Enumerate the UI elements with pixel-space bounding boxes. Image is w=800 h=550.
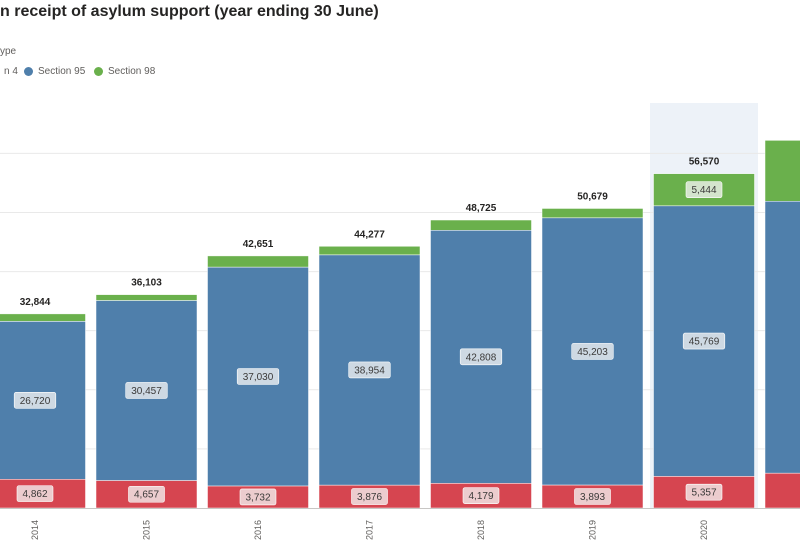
x-tick-2020: 2020 [699,520,709,540]
legend-item-section-95[interactable]: Section 95 [24,66,85,77]
data-label-2015-series-2-box [125,382,168,399]
data-label-2020-series-3: 5,444 [691,185,716,196]
data-label-2015-series-2: 30,457 [131,386,162,397]
bar-2019-series-3 [541,208,644,219]
legend: ype n 4 Section 95 Section 98 [0,40,200,80]
legend-title: ype [0,46,17,57]
x-tick-2016: 2016 [253,520,263,540]
legend-label-section-95: Section 95 [38,66,86,77]
data-label-2015-series-1-box [128,485,165,503]
x-tick-2017: 2017 [365,520,375,540]
x-tick-2018: 2018 [476,520,486,540]
bar-2017-series-3 [318,246,421,256]
total-label-2017: 44,277 [354,229,385,240]
bar-2015-series-3 [95,294,198,301]
total-label-2019: 50,679 [577,191,608,202]
bar-2014-series-3 [0,313,86,322]
data-label-2016-series-2: 37,030 [243,372,274,383]
legend-swatch-section-98 [94,67,103,76]
total-label-2014: 32,844 [20,297,51,308]
bar-2021-series-2 [764,200,800,474]
bar-2018-series-3 [430,219,532,231]
data-label-2014-series-1: 4,862 [22,489,47,500]
data-label-2020-series-1-box [685,483,723,501]
total-label-2016: 42,651 [243,239,274,250]
data-label-2014-series-2: 26,720 [20,396,51,407]
data-label-2019-series-2-box [571,343,614,360]
data-label-2020-series-2: 45,769 [689,337,720,348]
data-label-2020-series-2-box [682,332,726,350]
data-label-2016-series-2-box [236,368,280,385]
data-label-2018-series-1-box [462,487,500,504]
data-label-2017-series-1-box [351,488,388,505]
chart-title: n receipt of asylum support (year ending… [0,3,379,20]
legend-label-section-98: Section 98 [108,66,156,77]
legend-item-section-98[interactable]: Section 98 [94,66,155,77]
data-label-2019-series-1: 3,893 [580,492,605,503]
legend-swatch-section-95 [24,67,33,76]
data-label-2016-series-1: 3,732 [245,492,270,503]
bar-2016-series-3 [207,255,309,268]
data-label-2016-series-1-box [239,488,277,506]
data-label-2019-series-2: 45,203 [577,347,608,358]
data-label-2014-series-1-box [16,485,54,502]
bar-2021-series-3 [764,140,800,202]
x-tick-2019: 2019 [588,520,598,540]
data-label-2019-series-1-box [574,488,611,505]
legend-label-series-1: n 4 [4,66,18,77]
data-label-2020-series-3-box [685,181,723,199]
data-label-2017-series-1: 3,876 [357,492,382,503]
x-tick-2015: 2015 [142,520,152,540]
data-label-2017-series-2: 38,954 [354,365,385,376]
data-label-2018-series-1: 4,179 [468,491,493,502]
total-label-2018: 48,725 [466,203,497,214]
total-label-2020: 56,570 [689,157,720,168]
data-label-2018-series-2-box [459,348,503,366]
data-label-2014-series-2-box [13,391,57,409]
x-tick-2014: 2014 [30,520,40,540]
data-label-2015-series-1: 4,657 [134,490,159,501]
data-label-2020-series-1: 5,357 [691,488,716,499]
legend-item-series-1[interactable]: n 4 [0,66,18,77]
data-label-2017-series-2-box [348,361,391,379]
data-label-2018-series-2: 42,808 [466,352,497,363]
bar-2021-series-1 [764,472,800,509]
total-label-2015: 36,103 [131,278,162,289]
bar-2016-series-2 [207,266,309,487]
